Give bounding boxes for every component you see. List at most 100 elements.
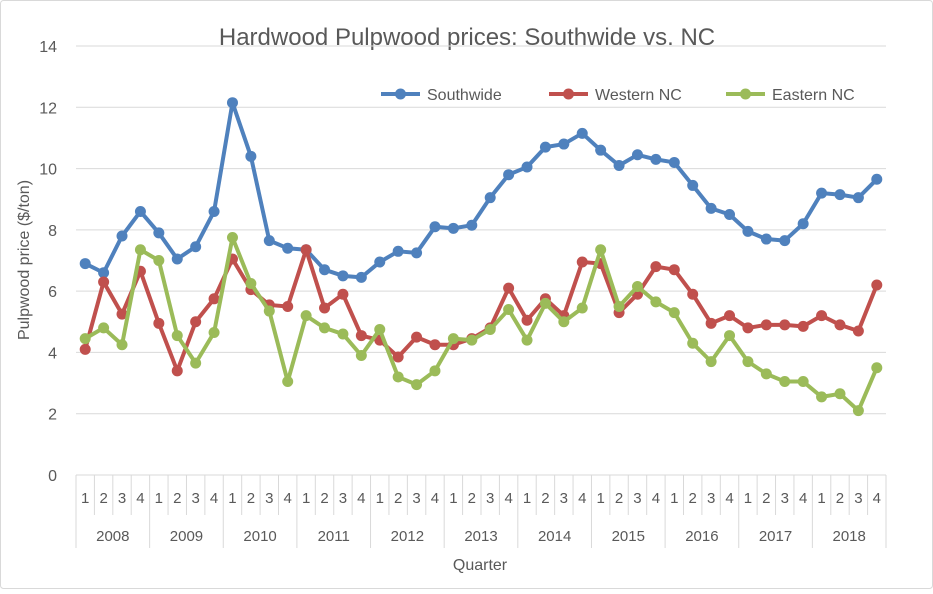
data-point xyxy=(153,317,165,329)
quarter-label: 2 xyxy=(762,490,770,507)
data-point xyxy=(226,232,238,244)
data-point xyxy=(558,138,570,150)
legend-item: Eastern NC xyxy=(726,87,855,104)
data-point xyxy=(282,242,294,254)
data-point xyxy=(411,247,423,259)
quarter-label: 1 xyxy=(228,490,236,507)
quarter-label: 3 xyxy=(707,490,715,507)
data-point xyxy=(208,327,220,339)
data-point xyxy=(687,288,699,300)
data-point xyxy=(576,127,588,139)
data-point xyxy=(576,302,588,314)
data-point xyxy=(374,323,386,335)
data-point xyxy=(760,319,772,331)
y-axis-label: Pulpwood price ($/ton) xyxy=(16,180,33,340)
data-point xyxy=(392,371,404,383)
quarter-label: 1 xyxy=(81,490,89,507)
data-point xyxy=(668,156,680,168)
legend-item: Southwide xyxy=(381,87,502,104)
data-point xyxy=(595,144,607,156)
year-label: 2018 xyxy=(832,528,865,545)
data-point xyxy=(282,376,294,388)
data-point xyxy=(411,379,423,391)
data-point xyxy=(834,319,846,331)
data-point xyxy=(300,310,312,322)
data-point xyxy=(153,255,165,266)
data-point xyxy=(392,245,404,257)
data-point xyxy=(705,202,717,214)
data-point xyxy=(245,150,257,162)
data-point xyxy=(631,281,643,293)
data-point xyxy=(705,317,717,329)
data-point xyxy=(724,330,736,342)
data-point xyxy=(779,235,791,247)
data-point xyxy=(429,365,441,377)
quarter-label: 3 xyxy=(781,490,789,507)
data-point xyxy=(613,300,625,312)
data-point xyxy=(724,209,736,221)
quarter-label: 4 xyxy=(873,490,881,507)
data-point xyxy=(650,261,662,273)
quarter-label: 2 xyxy=(247,490,255,507)
quarter-label: 3 xyxy=(560,490,568,507)
data-point xyxy=(355,271,367,283)
data-point xyxy=(539,141,551,153)
data-point xyxy=(742,322,754,334)
legend: Southwide Western NC Eastern NC xyxy=(381,87,855,104)
data-point xyxy=(337,288,349,300)
data-point xyxy=(466,334,478,346)
quarter-label: 2 xyxy=(689,490,697,507)
year-label: 2011 xyxy=(318,528,350,545)
quarter-label: 3 xyxy=(191,490,199,507)
quarter-label: 1 xyxy=(744,490,752,507)
data-point xyxy=(355,330,367,342)
quarter-label: 1 xyxy=(670,490,678,507)
data-point xyxy=(503,169,515,181)
year-label: 2010 xyxy=(243,528,276,545)
quarter-label: 2 xyxy=(394,490,402,507)
data-point xyxy=(779,319,791,331)
data-point xyxy=(687,337,699,349)
y-tick-label: 2 xyxy=(48,407,57,424)
data-point xyxy=(816,391,828,403)
data-point xyxy=(447,333,459,345)
quarter-label: 2 xyxy=(99,490,107,507)
data-point xyxy=(650,296,662,308)
data-point xyxy=(208,205,220,217)
data-point xyxy=(447,222,459,234)
data-point xyxy=(503,282,515,294)
data-point xyxy=(852,325,864,337)
data-point xyxy=(816,310,828,322)
data-point xyxy=(816,187,828,199)
data-point xyxy=(797,320,809,332)
y-tick-label: 8 xyxy=(48,223,57,240)
data-point xyxy=(171,253,183,265)
data-point xyxy=(171,365,183,377)
y-tick-label: 10 xyxy=(39,162,57,179)
year-label: 2017 xyxy=(759,528,792,545)
quarter-label: 1 xyxy=(449,490,457,507)
quarter-label: 2 xyxy=(320,490,328,507)
y-tick-label: 14 xyxy=(39,39,57,56)
data-point xyxy=(190,241,202,253)
data-point xyxy=(263,305,275,317)
quarter-label: 1 xyxy=(523,490,531,507)
data-point xyxy=(613,160,625,172)
data-point xyxy=(668,307,680,319)
data-point xyxy=(595,244,607,256)
data-point xyxy=(319,302,331,314)
year-label: 2013 xyxy=(464,528,497,545)
data-point xyxy=(79,333,91,345)
data-point xyxy=(521,314,533,326)
data-point xyxy=(484,192,496,204)
data-point xyxy=(79,258,91,270)
data-point xyxy=(852,192,864,204)
quarter-label: 4 xyxy=(210,490,218,507)
year-label: 2012 xyxy=(391,528,424,545)
data-point xyxy=(539,297,551,309)
data-point xyxy=(521,161,533,173)
data-point xyxy=(742,225,754,237)
data-point xyxy=(576,256,588,268)
data-point xyxy=(834,388,846,400)
